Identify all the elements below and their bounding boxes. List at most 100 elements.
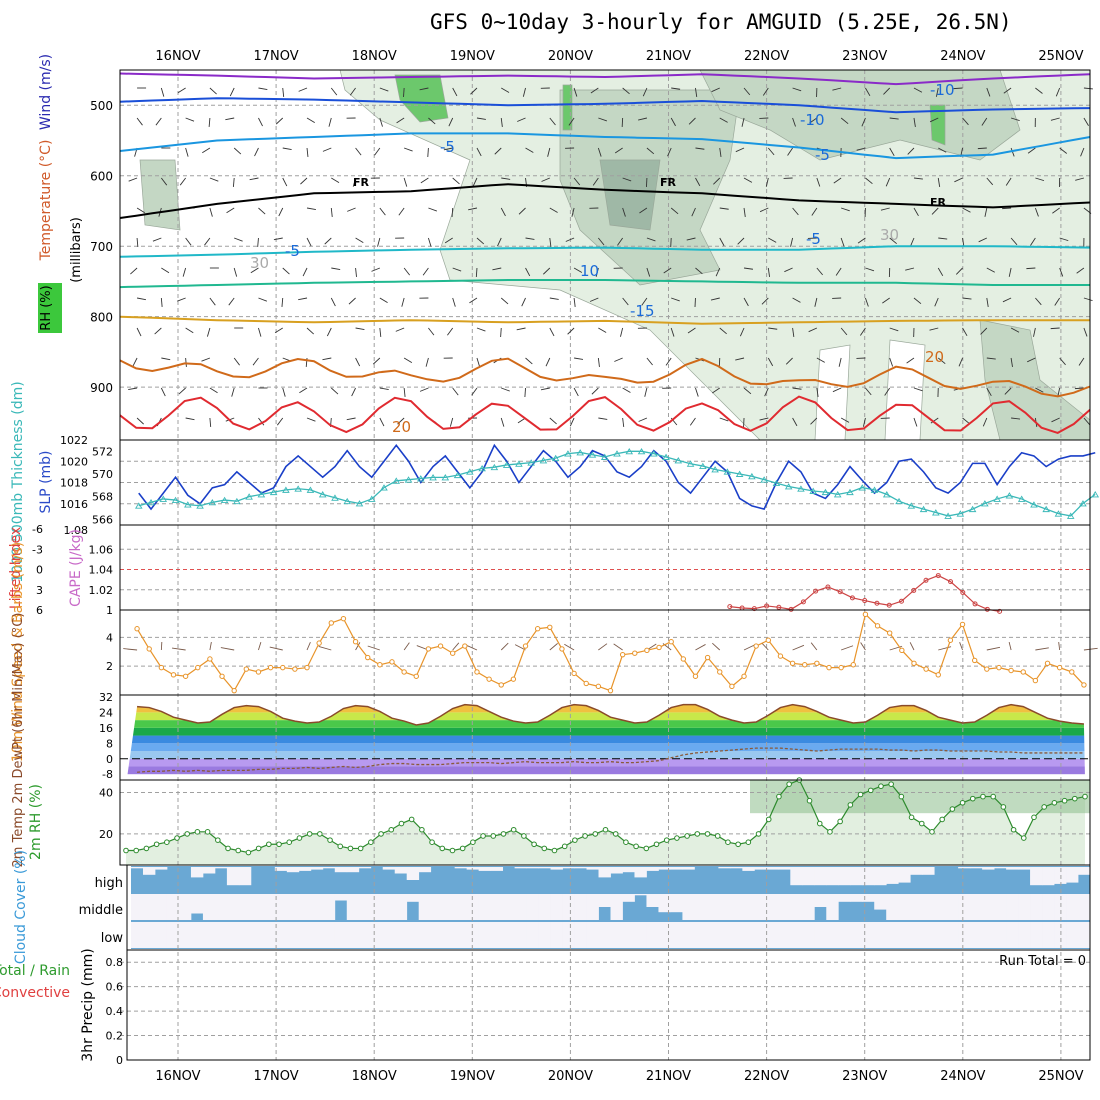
thickness-marker [735, 470, 744, 477]
lifted-index-marker [751, 606, 757, 612]
thickness-marker [147, 498, 155, 506]
wind-barb [258, 87, 268, 91]
wind-barb [185, 147, 189, 157]
wind-barb [349, 87, 356, 96]
rh-marker [633, 843, 639, 850]
wind-barb [545, 357, 551, 367]
wind-barb [228, 297, 235, 306]
cloud-middle-cell [622, 894, 635, 902]
wind-barb [937, 177, 941, 187]
wind-barb [574, 357, 584, 360]
cloud-low-cell [454, 922, 468, 948]
lifted-index-marker [923, 577, 929, 583]
wind-barb [226, 207, 235, 214]
rh-marker [327, 837, 333, 843]
lifted-index-marker [837, 589, 843, 595]
wind-barb [865, 387, 872, 396]
contour-label: -10 [800, 111, 825, 129]
rh-marker [337, 843, 344, 850]
wind-barb [840, 417, 850, 423]
wind-barb [931, 207, 939, 215]
wind-barb [420, 177, 429, 184]
cape-tick-label: 1.04 [89, 564, 114, 577]
cloud-middle-cell [730, 894, 743, 920]
wind-barb [352, 177, 357, 187]
rh-marker [255, 845, 262, 852]
wind-axis-label: Wind (m/s) [38, 54, 54, 130]
date-label-bottom: 18NOV [352, 1069, 397, 1084]
cloud-low-cell [670, 922, 683, 948]
wind-barb [132, 357, 138, 367]
cloud-high-cell [466, 867, 480, 870]
wind-barb [379, 387, 389, 391]
wind-speed-marker [729, 683, 735, 690]
wind-barb [379, 417, 385, 427]
cloud-low-cell [502, 922, 515, 948]
rh-marker [541, 845, 548, 852]
wind-barb [1055, 87, 1061, 97]
surface-wind-barb [306, 642, 311, 651]
cloud-middle-cell [514, 894, 527, 920]
wind-barb [573, 87, 578, 97]
contour-label: 30 [250, 254, 269, 272]
wind-speed-marker [522, 643, 529, 649]
wind-axis-label-10m: 10m Wind Speed & Barbs (m/s) [10, 542, 26, 762]
rh-shading [139, 159, 181, 231]
wind-barb [1059, 357, 1066, 366]
cloud-middle-cell [1078, 894, 1091, 920]
wind-speed-marker [753, 643, 759, 649]
wind-barb [299, 387, 308, 394]
wind-barb [986, 357, 996, 360]
surface-wind-barb [465, 644, 478, 651]
wind-barb [306, 237, 312, 247]
wind-barb [592, 177, 599, 186]
wind-barb [371, 267, 381, 272]
thickness-marker [184, 501, 192, 508]
wind-barb [937, 357, 946, 365]
wind-barb [835, 267, 842, 276]
cloud-middle-cell [790, 894, 803, 920]
rh-marker [296, 835, 303, 841]
thickness-marker [833, 491, 842, 498]
rh-marker [888, 781, 894, 787]
cloud-high-cell [610, 867, 623, 874]
cloud-high-cell [874, 867, 887, 886]
wind-speed-marker [595, 683, 602, 690]
wind-barb [209, 417, 212, 428]
wind-barb [403, 177, 408, 187]
wind-barb [541, 177, 550, 182]
wind-barb [208, 117, 211, 128]
rh-marker [674, 835, 680, 841]
rh-marker [439, 845, 446, 852]
wind-speed-marker [1056, 664, 1063, 671]
cloud-middle-cell [646, 894, 659, 907]
rh-marker [245, 849, 252, 856]
rh-marker [969, 795, 976, 802]
cloud-low-cell [754, 922, 767, 948]
wind-barb [743, 177, 753, 183]
wind-barb [324, 237, 332, 245]
wind-speed-marker [947, 637, 954, 643]
wind-barb [712, 387, 721, 394]
wind-barb [984, 207, 988, 217]
wind-speed-marker [814, 660, 820, 667]
surface-wind-barb [367, 645, 380, 651]
date-label-top: 23NOV [842, 49, 887, 64]
li-tick-label: 3 [36, 584, 43, 597]
rh-marker [1071, 795, 1078, 802]
cloud-high-cell [622, 867, 635, 873]
rh-marker [572, 837, 578, 843]
rh-marker [306, 831, 313, 837]
wind-barb [128, 387, 138, 391]
wind-speed-marker [425, 646, 432, 652]
cloud-low-cell [1078, 922, 1091, 948]
wind-barb [282, 87, 285, 97]
wind-barb [326, 327, 332, 337]
cloud-middle-cell [802, 894, 815, 920]
wind-speed-marker [352, 638, 359, 645]
cloud-middle-cell [1054, 894, 1067, 920]
cloud-high-cell [1054, 867, 1067, 884]
temperature-band [127, 751, 1085, 759]
wind-barb [622, 417, 625, 427]
wind-barb [695, 147, 705, 150]
